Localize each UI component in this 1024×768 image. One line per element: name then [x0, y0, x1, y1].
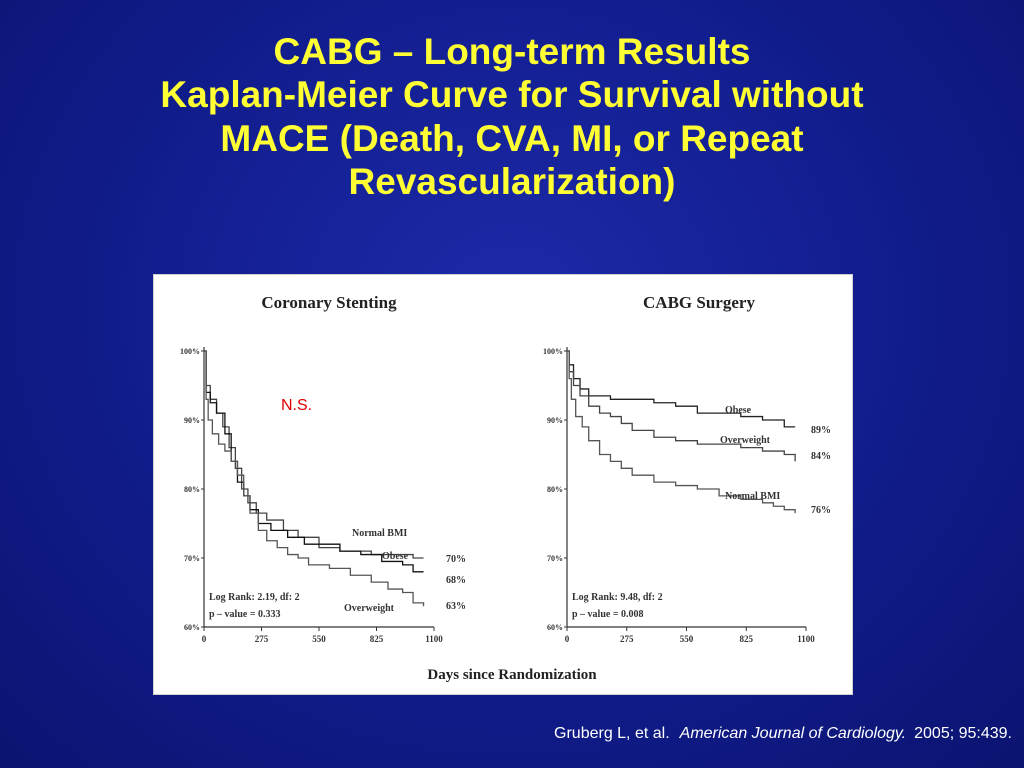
chart-title: CABG Surgery: [643, 293, 755, 312]
series-label: Normal BMI: [725, 491, 780, 502]
y-tick-label: 100%: [543, 347, 563, 356]
citation-authors: Gruberg L, et al.: [554, 725, 670, 742]
series-end-value: 76%: [811, 505, 831, 516]
series-end-value: 63%: [446, 601, 466, 612]
series-end-value: 84%: [811, 451, 831, 462]
title-line-3: MACE (Death, CVA, MI, or Repeat: [220, 117, 804, 159]
chart-title: Coronary Stenting: [261, 293, 397, 312]
series-label: Obese: [382, 551, 409, 562]
y-tick-label: 70%: [184, 554, 200, 563]
ns-annotation: N.S.: [281, 397, 312, 414]
km-curve-obese: [567, 350, 796, 428]
x-tick-label: 550: [312, 634, 326, 644]
km-curve-normal-bmi: [204, 350, 424, 559]
y-tick-label: 90%: [184, 416, 200, 425]
y-tick-label: 80%: [184, 485, 200, 494]
x-tick-label: 550: [680, 634, 694, 644]
stats-text: Log Rank: 2.19, df: 2: [209, 592, 300, 603]
x-tick-label: 825: [370, 634, 384, 644]
title-line-1: CABG – Long-term Results: [273, 31, 751, 72]
y-tick-label: 70%: [547, 554, 563, 563]
title-line-4: Revascularization): [348, 160, 676, 202]
series-label: Overweight: [344, 603, 395, 614]
series-label: Overweight: [720, 435, 771, 446]
citation-ref: 2005; 95:439.: [914, 725, 1012, 742]
y-tick-label: 80%: [547, 485, 563, 494]
x-tick-label: 0: [565, 634, 570, 644]
x-tick-label: 0: [202, 634, 207, 644]
y-tick-label: 90%: [547, 416, 563, 425]
slide-title: CABG – Long-term Results Kaplan-Meier Cu…: [40, 30, 984, 203]
stats-text: p – value = 0.008: [572, 609, 644, 620]
stats-text: p – value = 0.333: [209, 609, 281, 620]
series-label: Normal BMI: [352, 528, 407, 539]
km-figure: Coronary Stenting 100% 90% 80% 70% 60% 0 275 550…: [153, 274, 853, 695]
y-tick-label: 60%: [547, 623, 563, 632]
km-curve-normal-bmi: [567, 350, 796, 514]
x-tick-label: 275: [620, 634, 634, 644]
series-end-value: 68%: [446, 575, 466, 586]
series-label: Obese: [725, 405, 752, 416]
x-tick-label: 1100: [425, 634, 443, 644]
stats-text: Log Rank: 9.48, df: 2: [572, 592, 663, 603]
km-curve-overweight: [567, 350, 796, 462]
x-axis-title: Days since Randomization: [427, 667, 597, 683]
series-end-value: 89%: [811, 425, 831, 436]
series-end-value: 70%: [446, 554, 466, 565]
km-curve-overweight: [204, 350, 425, 607]
title-line-2: Kaplan-Meier Curve for Survival without: [160, 74, 864, 116]
y-tick-label: 60%: [184, 623, 200, 632]
citation: Gruberg L, et al. American Journal of Car…: [554, 725, 1012, 743]
x-tick-label: 1100: [797, 634, 815, 644]
x-tick-label: 825: [740, 634, 754, 644]
x-tick-label: 275: [255, 634, 269, 644]
y-tick-label: 100%: [180, 347, 200, 356]
citation-journal: American Journal of Cardiology.: [679, 725, 907, 742]
